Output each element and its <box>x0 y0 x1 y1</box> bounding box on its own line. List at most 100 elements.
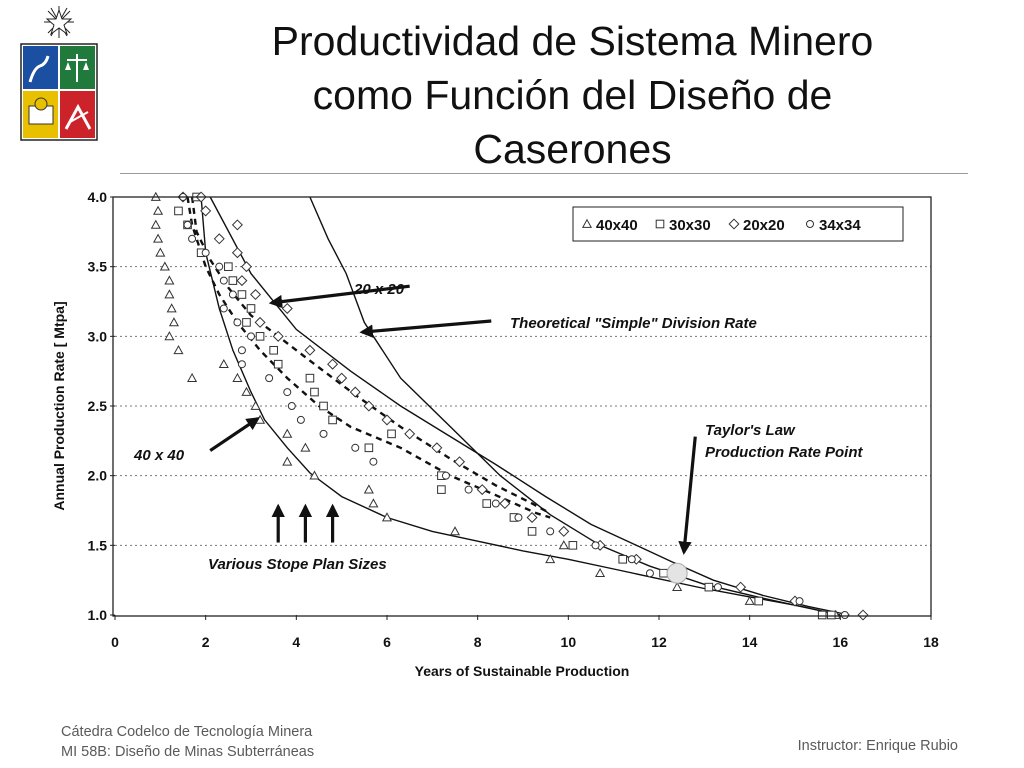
data-point-30x30 <box>826 610 836 620</box>
data-point-30x30 <box>817 610 827 620</box>
data-point-34x34 <box>464 485 473 494</box>
productivity-chart: 1.0 1.5 2.0 2.5 3.0 3.5 4.0 0 2 4 6 8 10 12 14 16 18 Yea… <box>51 189 939 679</box>
data-point-34x34 <box>627 555 636 564</box>
arrow-40x40 <box>209 417 261 452</box>
legend-label-40x40: 40x40 <box>596 217 638 234</box>
data-point-40x40 <box>595 567 606 578</box>
data-point-34x34 <box>237 346 246 355</box>
curve-lower <box>200 196 841 616</box>
y-tick-label: 2.0 <box>88 468 108 484</box>
slide-title-line-3: Caserones <box>473 126 672 172</box>
data-point-30x30 <box>273 359 283 369</box>
data-point-40x40 <box>159 261 170 271</box>
data-point-30x30 <box>328 415 337 425</box>
data-point-30x30 <box>364 443 374 453</box>
x-tick-label: 10 <box>561 634 577 650</box>
data-point-30x30 <box>482 499 492 508</box>
legend-label-30x30: 30x30 <box>669 217 711 234</box>
title-divider <box>120 173 968 174</box>
data-point-20x20 <box>454 456 466 468</box>
data-point-30x30 <box>387 429 396 439</box>
data-point-30x30 <box>242 318 251 327</box>
data-point-40x40 <box>232 372 243 382</box>
data-point-20x20 <box>381 414 393 426</box>
data-point-34x34 <box>233 318 242 327</box>
data-point-34x34 <box>713 583 722 592</box>
label-40x40: 40 x 40 <box>133 447 185 464</box>
data-point-40x40 <box>164 289 175 299</box>
data-point-40x40 <box>558 540 569 550</box>
data-point-40x40 <box>309 470 320 480</box>
data-point-40x40 <box>744 595 755 605</box>
data-point-34x34 <box>546 527 555 536</box>
data-point-40x40 <box>155 247 166 257</box>
data-point-20x20 <box>250 289 262 301</box>
x-tick-label: 16 <box>833 634 849 650</box>
data-point-30x30 <box>437 485 446 494</box>
data-point-40x40 <box>187 372 198 382</box>
label-taylors-law-line-1: Taylor's Law <box>705 422 796 439</box>
data-point-40x40 <box>368 498 379 508</box>
data-point-40x40 <box>173 345 184 355</box>
data-point-34x34 <box>591 541 600 550</box>
data-point-30x30 <box>319 401 328 411</box>
data-point-20x20 <box>526 511 538 523</box>
data-point-20x20 <box>336 372 348 384</box>
data-point-20x20 <box>327 358 339 370</box>
x-tick-label: 14 <box>742 634 758 650</box>
slide-title-line-1: Productividad de Sistema Minero <box>271 18 874 64</box>
data-point-34x34 <box>219 304 228 313</box>
y-tick-label: 2.5 <box>88 398 108 414</box>
data-point-30x30 <box>659 568 668 578</box>
x-tick-label: 4 <box>292 634 300 650</box>
data-point-20x20 <box>304 344 316 356</box>
y-tick-label: 4.0 <box>88 189 108 205</box>
data-point-34x34 <box>491 499 500 508</box>
data-point-30x30 <box>237 290 247 299</box>
data-point-40x40 <box>381 512 393 522</box>
data-point-20x20 <box>281 302 293 314</box>
curve-theoretical <box>209 196 850 616</box>
data-point-20x20 <box>499 498 511 510</box>
arrow-theoretical <box>359 319 492 338</box>
slide-title: Productividad de Sistema Minero como Fun… <box>200 14 945 176</box>
data-point-34x34 <box>265 374 274 383</box>
x-tick-label: 8 <box>474 634 482 650</box>
arrow-20x20 <box>268 284 410 309</box>
data-point-30x30 <box>224 262 233 271</box>
data-point-30x30 <box>246 304 256 313</box>
data-point-20x20 <box>213 233 225 245</box>
data-point-20x20 <box>404 428 416 440</box>
data-point-20x20 <box>231 247 243 259</box>
data-point-30x30 <box>618 554 628 564</box>
data-point-40x40 <box>363 484 374 494</box>
y-tick-label: 3.5 <box>88 259 108 275</box>
data-point-20x20 <box>236 275 248 287</box>
data-point-34x34 <box>183 220 192 229</box>
data-point-20x20 <box>431 442 443 454</box>
data-point-40x40 <box>218 358 229 369</box>
data-point-20x20 <box>200 205 212 217</box>
y-tick-label: 1.0 <box>88 607 108 623</box>
data-point-34x34 <box>215 262 224 271</box>
legend-marker-40x40 <box>581 218 593 228</box>
data-point-34x34 <box>319 429 328 438</box>
label-various-stope-plan-sizes: Various Stope Plan Sizes <box>208 556 387 573</box>
data-point-20x20 <box>272 330 284 342</box>
y-tick-label: 1.5 <box>88 537 108 553</box>
data-point-30x30 <box>174 206 183 216</box>
data-point-20x20 <box>476 484 488 496</box>
data-point-40x40 <box>153 233 164 243</box>
curve-simple-division <box>309 196 841 616</box>
data-point-30x30 <box>255 332 265 341</box>
data-point-34x34 <box>795 597 804 606</box>
data-point-40x40 <box>166 303 177 313</box>
data-point-40x40 <box>168 317 179 327</box>
legend-marker-20x20 <box>728 218 740 230</box>
legend-marker-34x34 <box>806 220 814 228</box>
data-point-34x34 <box>237 360 246 369</box>
data-point-30x30 <box>568 541 578 550</box>
data-point-30x30 <box>269 345 278 355</box>
curve-dashed-upper <box>190 196 551 515</box>
label-theoretical-division-rate: Theoretical "Simple" Division Rate <box>510 315 757 332</box>
